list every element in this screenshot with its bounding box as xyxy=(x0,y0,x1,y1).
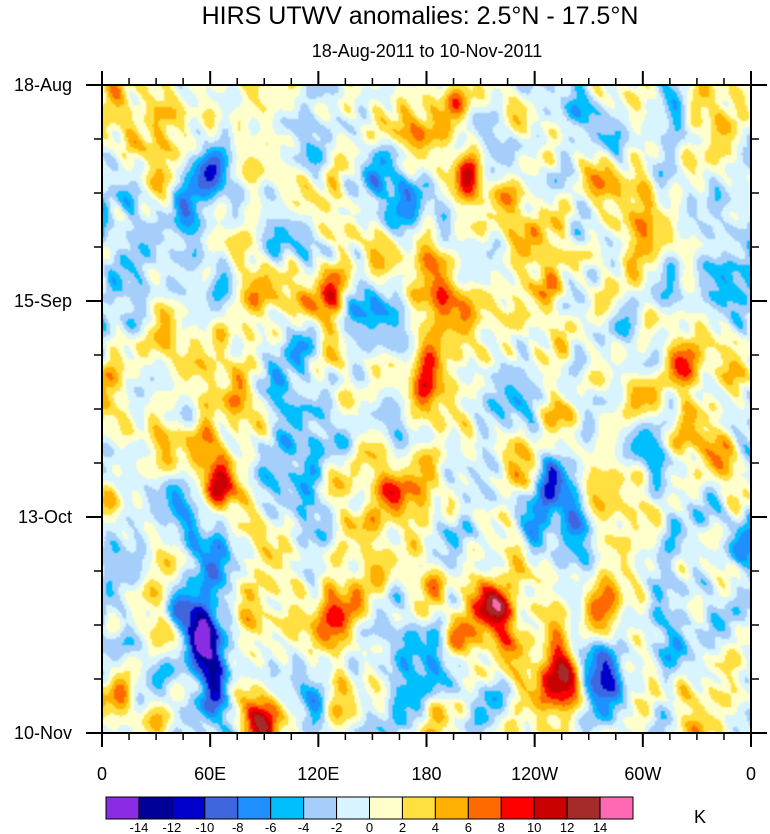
plot-area xyxy=(102,85,751,733)
y-tick-label: 18-Aug xyxy=(14,75,72,95)
colorbar-swatch xyxy=(533,796,568,820)
colorbar-swatch xyxy=(401,796,436,820)
x-tick-label: 60E xyxy=(194,764,226,784)
colorbar-level-label: 8 xyxy=(498,820,505,834)
colorbar-level-label: 10 xyxy=(527,820,541,834)
y-tick-label: 13-Oct xyxy=(18,507,72,527)
colorbar-level-label: -10 xyxy=(195,820,214,834)
anomaly-field xyxy=(102,85,751,733)
colorbar-swatch xyxy=(105,796,140,820)
y-axis: 18-Aug 15-Sep 13-Oct 10-Nov xyxy=(14,75,767,743)
chart-subtitle: 18-Aug-2011 to 10-Nov-2011 xyxy=(312,41,542,61)
colorbar-swatch xyxy=(369,796,403,820)
colorbar-swatch xyxy=(270,796,305,820)
colorbar-level-label: -6 xyxy=(265,820,277,834)
x-tick-label: 60W xyxy=(624,764,661,784)
x-tick-label: 180 xyxy=(411,764,441,784)
colorbar-level-label: 4 xyxy=(432,820,439,834)
x-axis: 0 60E 120E 180 120W 60W 0 xyxy=(97,71,756,784)
colorbar-level-label: -2 xyxy=(331,820,343,834)
colorbar-level-label: 0 xyxy=(366,820,373,834)
x-tick-label: 0 xyxy=(97,764,107,784)
colorbar-swatch xyxy=(500,796,535,820)
colorbar-level-label: 14 xyxy=(593,820,607,834)
colorbar-level-label: 6 xyxy=(465,820,472,834)
colorbar-unit-label: K xyxy=(694,807,706,827)
colorbar-swatch xyxy=(138,796,173,820)
colorbar-swatch xyxy=(599,796,634,820)
colorbar-swatch xyxy=(204,796,239,820)
colorbar-level-label: 12 xyxy=(560,820,574,834)
colorbar-level-label: -4 xyxy=(298,820,310,834)
colorbar-level-label: -14 xyxy=(130,820,149,834)
colorbar-swatch xyxy=(237,796,272,820)
colorbar-level-label: 2 xyxy=(399,820,406,834)
x-tick-label: 120W xyxy=(511,764,558,784)
colorbar-level-label: -8 xyxy=(232,820,244,834)
colorbar-swatch xyxy=(171,796,206,820)
colorbar: -14 -12 -10 -8 -6 -4 -2 0 2 4 6 8 10 12 14 xyxy=(105,796,634,834)
y-tick-label: 15-Sep xyxy=(14,291,72,311)
colorbar-swatch xyxy=(566,796,601,820)
x-tick-label: 120E xyxy=(297,764,339,784)
colorbar-level-label: -12 xyxy=(162,820,181,834)
y-tick-label: 10-Nov xyxy=(14,723,72,743)
colorbar-swatch xyxy=(434,796,469,820)
x-tick-label: 0 xyxy=(746,764,756,784)
colorbar-swatch xyxy=(467,796,502,820)
chart-title: HIRS UTWV anomalies: 2.5°N - 17.5°N xyxy=(202,2,639,30)
colorbar-swatch xyxy=(336,796,370,820)
colorbar-swatch xyxy=(303,796,338,820)
